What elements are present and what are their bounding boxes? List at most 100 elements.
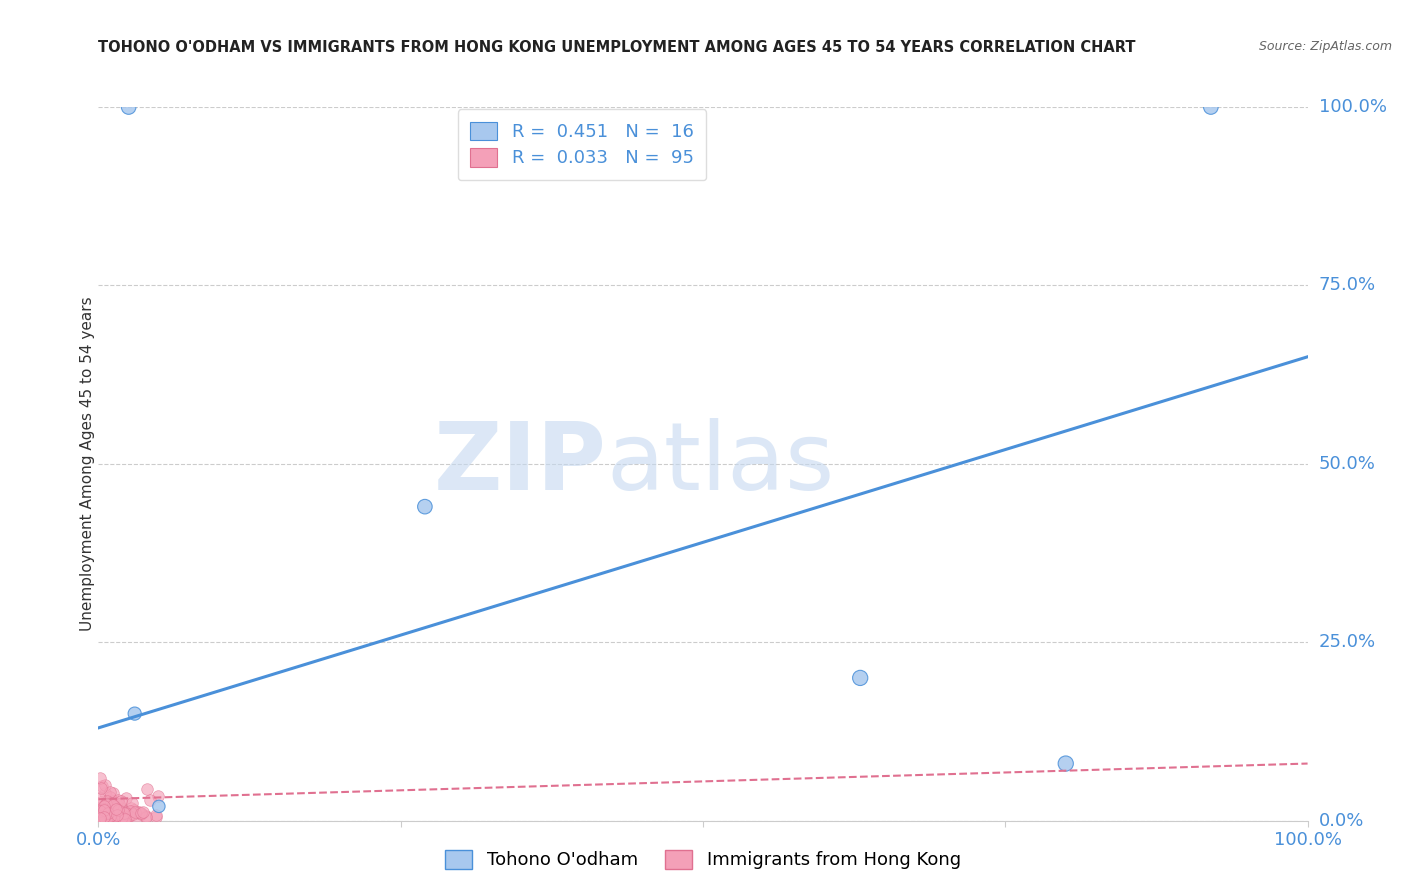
Point [101, 806, 124, 821]
Point [97, 808, 120, 822]
Y-axis label: Unemployment Among Ages 45 to 54 years: Unemployment Among Ages 45 to 54 years [80, 296, 94, 632]
Point [94, 786, 117, 800]
Point [94, 806, 117, 821]
Point [90, 780, 112, 794]
Point [100, 808, 122, 822]
Point [90, 795, 112, 809]
Point [103, 810, 125, 824]
Point [96, 794, 118, 808]
Point [111, 810, 134, 824]
Point [105, 808, 128, 822]
Point [103, 794, 125, 808]
Point [105, 796, 128, 810]
Point [148, 799, 170, 814]
Point [111, 801, 134, 815]
Point [98, 809, 121, 823]
Point [107, 797, 129, 812]
Point [94, 779, 117, 793]
Point [124, 803, 146, 817]
Point [87, 790, 110, 805]
Point [93, 802, 115, 816]
Point [849, 671, 872, 685]
Point [93, 810, 115, 824]
Point [129, 807, 152, 822]
Point [98, 809, 121, 823]
Point [100, 804, 122, 818]
Point [114, 809, 136, 823]
Text: ZIP: ZIP [433, 417, 606, 510]
Point [135, 810, 157, 824]
Point [118, 100, 141, 114]
Point [1054, 756, 1077, 771]
Point [1199, 100, 1222, 114]
Point [90, 780, 112, 795]
Point [112, 813, 135, 827]
Point [104, 802, 127, 816]
Point [112, 805, 135, 820]
Point [89, 804, 111, 818]
Point [121, 807, 143, 822]
Point [107, 804, 129, 818]
Legend: R =  0.451   N =  16, R =  0.033   N =  95: R = 0.451 N = 16, R = 0.033 N = 95 [458, 109, 706, 180]
Text: 50.0%: 50.0% [1319, 455, 1375, 473]
Point [104, 812, 127, 826]
Point [89, 771, 111, 785]
Point [93, 809, 115, 823]
Point [94, 812, 117, 826]
Point [135, 781, 157, 796]
Point [124, 706, 146, 721]
Point [139, 793, 162, 807]
Point [103, 786, 125, 800]
Point [110, 794, 132, 808]
Point [87, 802, 110, 816]
Point [96, 804, 118, 818]
Point [110, 814, 132, 828]
Point [120, 804, 142, 818]
Point [94, 813, 117, 827]
Point [115, 806, 138, 821]
Point [107, 793, 129, 807]
Point [413, 500, 436, 514]
Point [94, 797, 117, 812]
Point [90, 806, 112, 821]
Point [104, 809, 127, 823]
Point [89, 811, 111, 825]
Point [91, 812, 114, 826]
Point [87, 806, 110, 821]
Text: Source: ZipAtlas.com: Source: ZipAtlas.com [1258, 40, 1392, 54]
Point [98, 789, 121, 804]
Point [104, 800, 127, 814]
Point [98, 785, 121, 799]
Point [100, 799, 122, 814]
Text: atlas: atlas [606, 417, 835, 510]
Point [117, 809, 139, 823]
Point [146, 789, 169, 804]
Point [114, 812, 136, 826]
Point [118, 809, 141, 823]
Point [125, 813, 148, 827]
Text: 75.0%: 75.0% [1319, 277, 1376, 294]
Point [103, 797, 125, 812]
Legend: Tohono O'odham, Immigrants from Hong Kong: Tohono O'odham, Immigrants from Hong Kon… [436, 841, 970, 879]
Point [93, 799, 115, 814]
Point [90, 800, 112, 814]
Point [132, 805, 155, 819]
Point [91, 810, 114, 824]
Point [97, 805, 120, 820]
Point [100, 797, 122, 811]
Text: 25.0%: 25.0% [1319, 633, 1376, 651]
Point [96, 805, 118, 819]
Point [94, 797, 117, 811]
Point [145, 807, 167, 822]
Point [114, 805, 136, 820]
Point [120, 800, 142, 814]
Point [90, 811, 112, 825]
Point [93, 803, 115, 817]
Point [93, 806, 115, 821]
Point [114, 790, 136, 805]
Point [104, 806, 127, 821]
Point [129, 805, 152, 820]
Point [91, 808, 114, 822]
Text: TOHONO O'ODHAM VS IMMIGRANTS FROM HONG KONG UNEMPLOYMENT AMONG AGES 45 TO 54 YEA: TOHONO O'ODHAM VS IMMIGRANTS FROM HONG K… [98, 40, 1136, 55]
Text: 0.0%: 0.0% [1319, 812, 1364, 830]
